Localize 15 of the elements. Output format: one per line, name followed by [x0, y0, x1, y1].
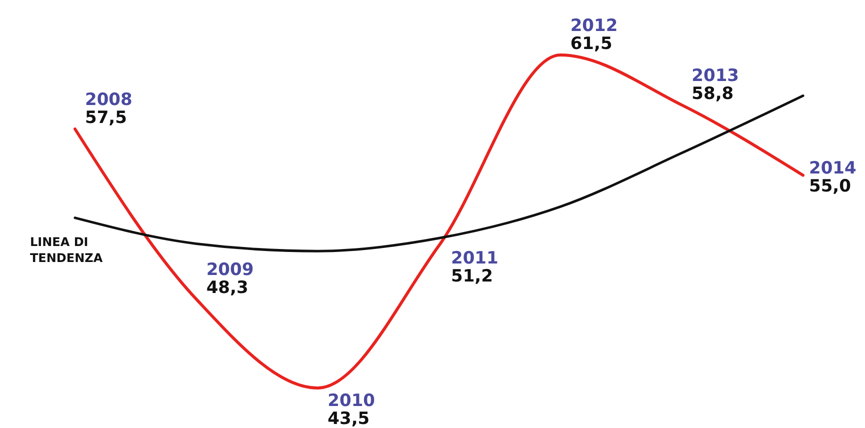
- x-tick-label: 2012: [570, 16, 618, 36]
- x-tick-label: 2009: [206, 260, 254, 280]
- data-label: 58,8: [692, 84, 734, 104]
- x-tick-label: 2013: [692, 66, 739, 86]
- data-label: 61,5: [570, 34, 612, 54]
- data-label: 43,5: [328, 409, 370, 428]
- data-label: 57,5: [85, 108, 127, 128]
- x-tick-label: 2010: [328, 391, 376, 411]
- series-label: LINEA DI TENDENZA: [30, 234, 104, 265]
- data-label: 51,2: [451, 266, 493, 287]
- x-tick-label: 2008: [85, 90, 132, 110]
- data-label: 48,3: [206, 278, 248, 298]
- x-tick-label: 2014: [809, 158, 856, 178]
- x-tick-label: 2011: [451, 248, 498, 269]
- data-label: 55,0: [809, 176, 852, 196]
